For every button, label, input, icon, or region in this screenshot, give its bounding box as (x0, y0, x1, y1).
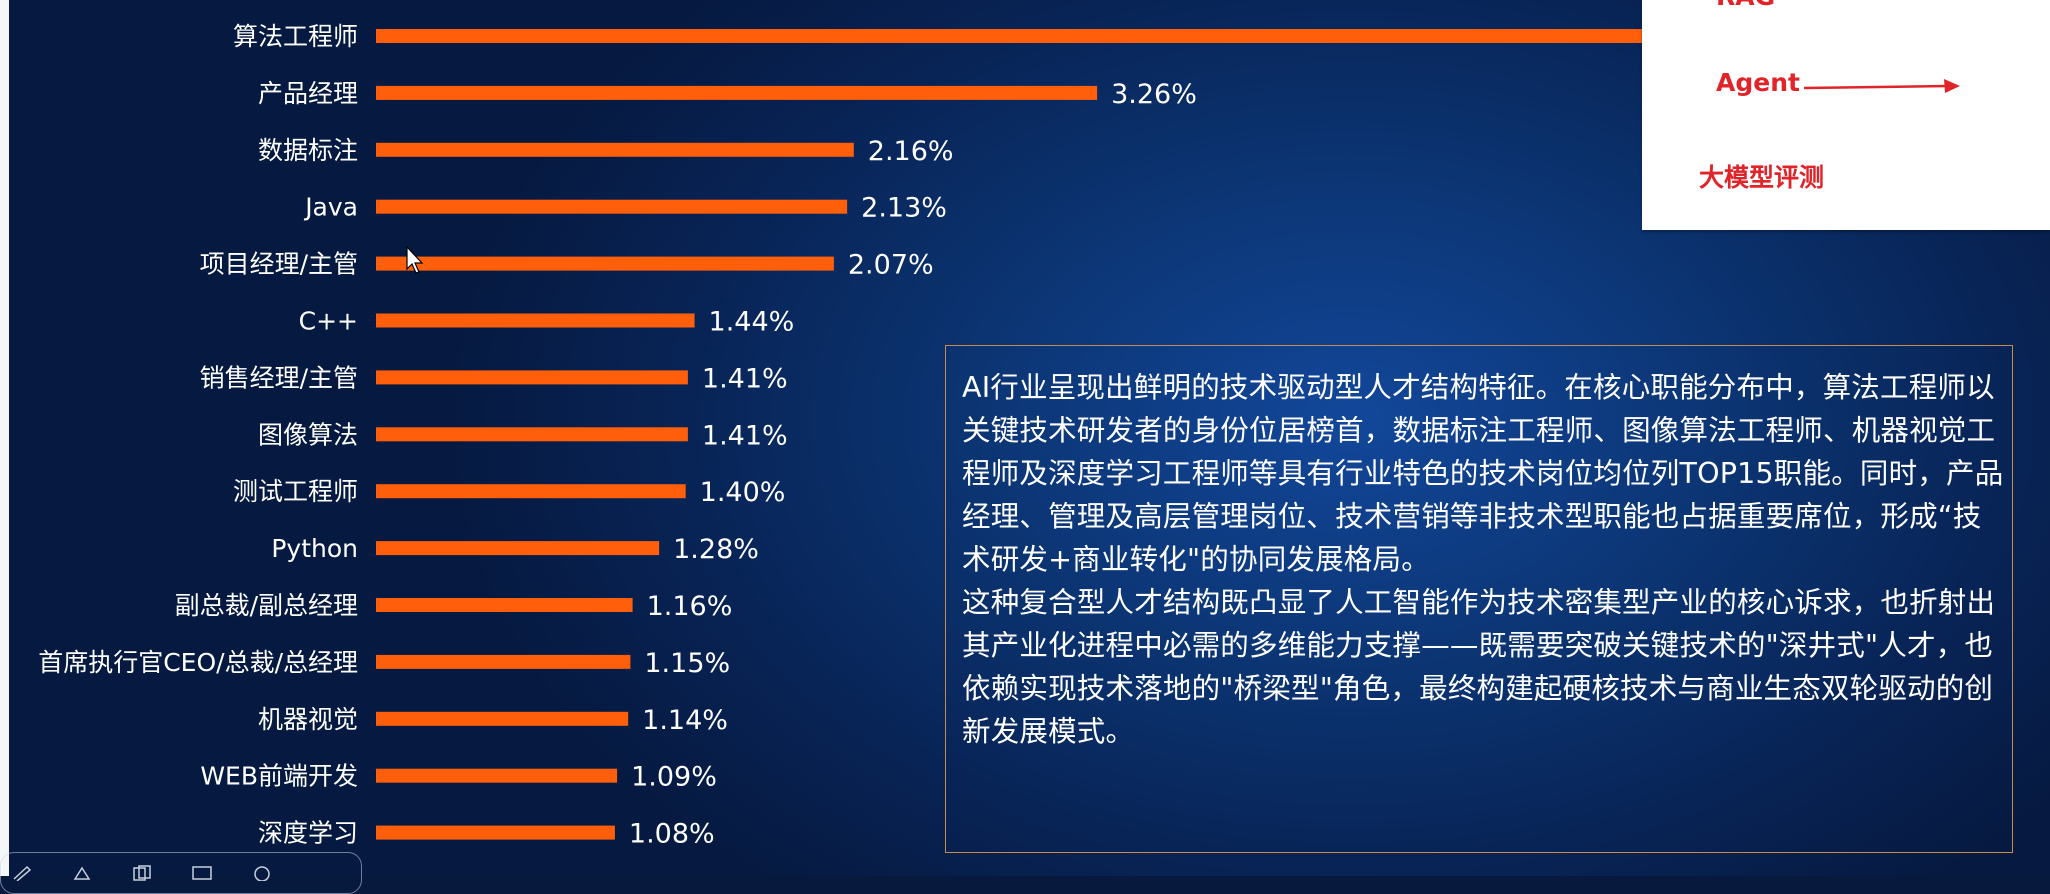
panel-item-agent: Agent (1716, 68, 1800, 97)
value-label: 1.41% (702, 420, 788, 451)
category-label: 销售经理/主管 (200, 363, 358, 392)
value-label: 1.40% (700, 477, 786, 508)
annotation-toolbar[interactable] (0, 852, 362, 894)
value-label: 1.14% (642, 705, 728, 736)
description-box: AI行业呈现出鲜明的技术驱动型人才结构特征。在核心职能分布中，算法工程师以关键技… (945, 345, 2013, 853)
bar (376, 484, 686, 499)
value-label: 2.13% (861, 193, 947, 224)
panel-item-rag: RAG (1716, 0, 1775, 11)
bar (376, 825, 615, 840)
value-label: 1.28% (673, 534, 759, 565)
category-label: 算法工程师 (233, 22, 358, 51)
value-label: 1.15% (644, 648, 730, 679)
description-paragraph-1: AI行业呈现出鲜明的技术驱动型人才结构特征。在核心职能分布中，算法工程师以关键技… (962, 371, 2004, 576)
arrow-right-icon (1803, 79, 1960, 93)
category-label: 首席执行官CEO/总裁/总经理 (38, 648, 358, 677)
description-paragraph-2: 这种复合型人才结构既凸显了人工智能作为技术密集型产业的核心诉求，也折射出其产业化… (962, 586, 1996, 748)
category-label: 深度学习 (258, 819, 358, 848)
pen-tool-icon[interactable] (11, 865, 33, 881)
bar (376, 313, 695, 328)
left-window-edge (0, 0, 9, 876)
bar (376, 427, 688, 442)
overlay-panel: RAG Agent 大模型评测 (1642, 0, 2050, 230)
value-label: 2.16% (868, 136, 954, 167)
bar (376, 85, 1098, 100)
category-label: WEB前端开发 (200, 762, 358, 791)
circle-tool-icon[interactable] (251, 865, 273, 881)
category-label: 项目经理/主管 (200, 250, 358, 279)
bar (376, 654, 631, 669)
bar (376, 370, 688, 385)
mouse-cursor-icon (406, 246, 424, 274)
bar (376, 768, 618, 783)
category-label: 机器视觉 (258, 705, 358, 734)
bar (376, 598, 633, 612)
copy-tool-icon[interactable] (131, 865, 153, 881)
category-label: 测试工程师 (233, 477, 358, 506)
eraser-tool-icon[interactable] (71, 865, 93, 881)
category-label: C++ (299, 307, 358, 336)
value-label: 1.16% (647, 591, 733, 622)
value-label: 3.26% (1111, 79, 1197, 110)
bar (376, 142, 854, 157)
bar (376, 711, 629, 726)
bar (376, 199, 848, 214)
value-label: 2.07% (848, 250, 934, 281)
category-label: 图像算法 (258, 420, 358, 449)
screen-tool-icon[interactable] (191, 865, 213, 881)
panel-item-model-eval: 大模型评测 (1699, 163, 1825, 192)
bar (376, 541, 660, 556)
bar (376, 256, 834, 271)
category-label: Java (303, 193, 358, 222)
category-label: Python (271, 534, 358, 563)
value-label: 1.08% (629, 819, 715, 850)
category-label: 副总裁/副总经理 (175, 591, 358, 620)
value-label: 1.09% (631, 762, 717, 793)
category-label: 产品经理 (258, 79, 358, 108)
value-label: 1.44% (709, 307, 795, 338)
bar (376, 29, 1770, 43)
value-label: 1.41% (702, 363, 788, 394)
category-label: 数据标注 (258, 136, 358, 165)
